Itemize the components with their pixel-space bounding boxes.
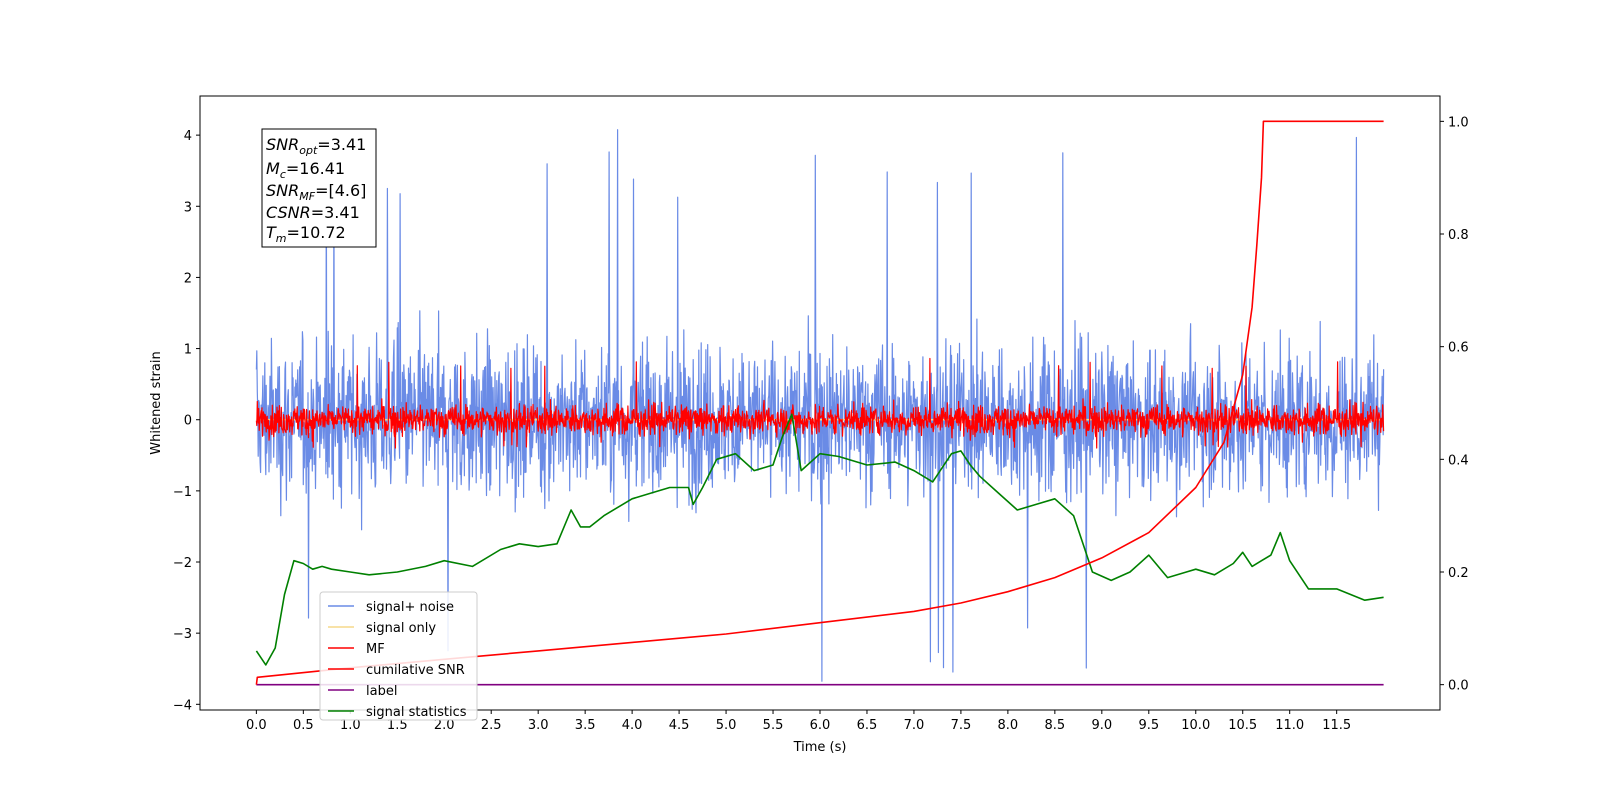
- legend-frame: [319, 591, 478, 721]
- y-right-tick-label: 0.2: [1448, 566, 1469, 581]
- x-tick-label: 5.5: [763, 718, 784, 733]
- series-signal-statistics: [255, 413, 1384, 666]
- x-tick-label: 0.5: [293, 718, 314, 733]
- x-tick-label: 8.5: [1045, 718, 1066, 733]
- x-tick-label: 11.0: [1275, 718, 1304, 733]
- legend-label-signal-only: signal only: [366, 621, 436, 636]
- x-tick-label: 4.5: [669, 718, 690, 733]
- y-left-tick-label: −3: [173, 627, 192, 642]
- legend-label-signal-noise: signal+ noise: [366, 600, 454, 615]
- x-tick-label: 3.5: [575, 718, 596, 733]
- y-left-tick-label: −4: [173, 698, 192, 713]
- y-left-tick-label: 0: [184, 414, 192, 429]
- x-tick-label: 1.0: [340, 718, 361, 733]
- y-axis-left: 4 3 2 1 0 −1 −2 −3 −4: [173, 129, 200, 713]
- x-axis-label: Time (s): [793, 740, 847, 755]
- series-cumilative-snr: [255, 120, 1384, 685]
- y-left-tick-label: 4: [184, 129, 192, 144]
- x-tick-label: 0.0: [246, 718, 267, 733]
- annotation-csnr: CSNR=3.41: [266, 203, 360, 222]
- x-tick-label: 6.5: [857, 718, 878, 733]
- annotation-mc: Mc=16.41: [266, 159, 345, 181]
- x-tick-label: 11.5: [1322, 718, 1351, 733]
- y-right-tick-label: 0.8: [1448, 228, 1469, 243]
- y-left-tick-label: 1: [184, 343, 192, 358]
- legend: signal+ noise signal only MF cumilative SNR…: [319, 591, 478, 721]
- legend-label-label: label: [366, 684, 397, 699]
- y-right-tick-label: 0.6: [1448, 341, 1469, 356]
- y-left-tick-label: −1: [173, 485, 192, 500]
- x-axis: 0.0 0.5 1.0 1.5 2.0 2.5 3.0 3.5 4.0 4.5 5.0 5.5 6.0 6…: [246, 710, 1351, 733]
- x-tick-label: 10.5: [1228, 718, 1257, 733]
- annotation-box-frame: [261, 128, 377, 248]
- x-tick-label: 6.0: [810, 718, 831, 733]
- x-tick-label: 7.0: [904, 718, 925, 733]
- y-right-tick-label: 1.0: [1448, 115, 1469, 130]
- y-left-tick-label: 2: [184, 271, 192, 286]
- legend-label-signal-statistics: signal statistics: [366, 705, 467, 720]
- y-axis-label: Whitened strain: [149, 351, 164, 454]
- legend-label-cumilative-snr: cumilative SNR: [366, 663, 465, 678]
- annotation-snr-mf: SNRMF=[4.6]: [266, 181, 366, 203]
- x-tick-label: 2.0: [434, 718, 455, 733]
- y-left-tick-label: 3: [184, 200, 192, 215]
- annotation-snr-opt: SNRopt=3.41: [266, 135, 366, 157]
- x-tick-label: 3.0: [528, 718, 549, 733]
- x-tick-label: 4.0: [622, 718, 643, 733]
- y-right-tick-label: 0.4: [1448, 453, 1469, 468]
- annotation-box: SNRopt=3.41 Mc=16.41 SNRMF=[4.6] CSNR=3.…: [261, 128, 377, 248]
- x-tick-label: 7.5: [951, 718, 972, 733]
- x-tick-label: 1.5: [387, 718, 408, 733]
- x-tick-label: 9.0: [1091, 718, 1112, 733]
- x-tick-label: 2.5: [481, 718, 502, 733]
- x-tick-label: 10.0: [1181, 718, 1210, 733]
- legend-label-mf: MF: [366, 642, 385, 657]
- x-tick-label: 9.5: [1138, 718, 1159, 733]
- series-mf: [255, 357, 1385, 449]
- x-tick-label: 8.0: [998, 718, 1019, 733]
- y-axis-right: 1.0 0.8 0.6 0.4 0.2 0.0: [1440, 115, 1469, 694]
- annotation-tm: Tm=10.72: [266, 223, 346, 245]
- y-left-tick-label: −2: [173, 556, 192, 571]
- x-tick-label: 5.0: [716, 718, 737, 733]
- y-right-tick-label: 0.0: [1448, 679, 1469, 694]
